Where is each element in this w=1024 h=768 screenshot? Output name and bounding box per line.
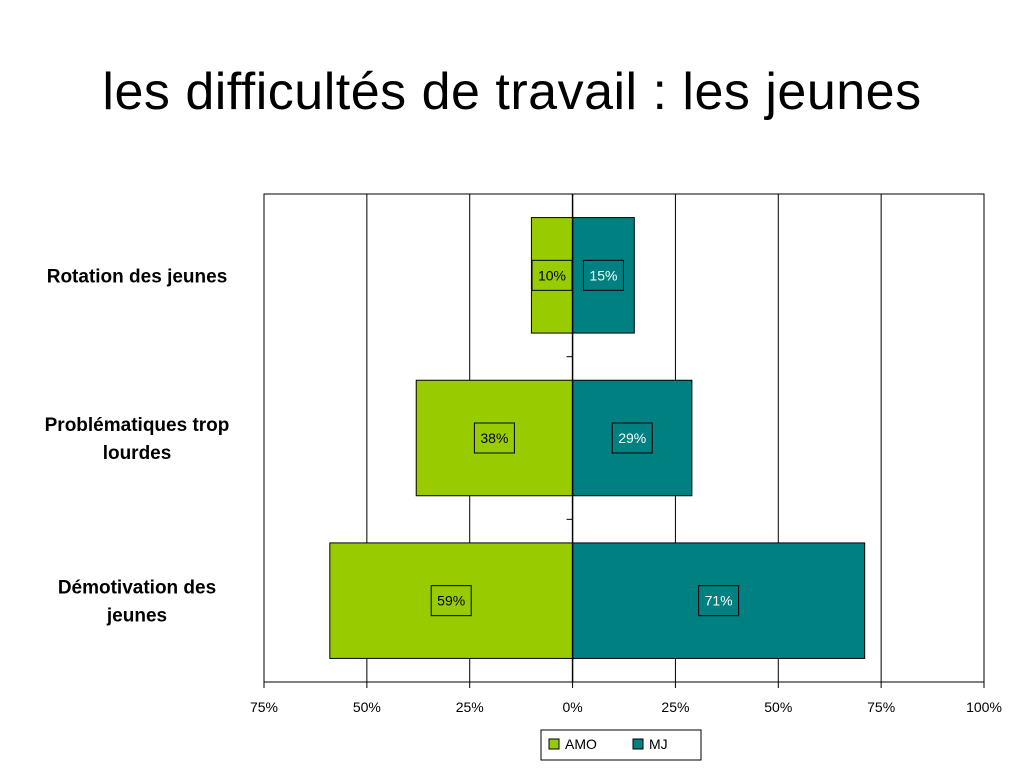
x-tick-label: 0% xyxy=(562,699,582,715)
category-label: Démotivation des jeunes xyxy=(58,578,216,627)
data-label-box xyxy=(582,259,624,291)
x-tick-label: 25% xyxy=(456,699,484,715)
data-label-box xyxy=(698,585,740,617)
legend-box xyxy=(540,729,702,761)
bar-mj xyxy=(572,542,866,659)
legend-label: MJ xyxy=(649,736,668,752)
data-label: 15% xyxy=(589,267,617,283)
tick-labels: 75% 50% 25% 0% 25% 50% 75% 100% xyxy=(250,699,1002,715)
data-label: 59% xyxy=(437,593,465,609)
data-label: 38% xyxy=(480,430,508,446)
category-label: Rotation des jeunes xyxy=(47,266,228,287)
category-labels: Rotation des jeunes Problématiques trop lo… xyxy=(45,266,230,626)
data-label: 71% xyxy=(705,593,733,609)
bar-amo xyxy=(329,542,574,659)
x-tick-label: 50% xyxy=(764,699,792,715)
legend-label: AMO xyxy=(565,736,597,752)
data-label: 29% xyxy=(618,430,646,446)
x-tick-label: 50% xyxy=(353,699,381,715)
x-tick-label: 100% xyxy=(966,699,1002,715)
legend-swatch xyxy=(632,738,644,750)
category-label: Problématiques trop lourdes xyxy=(45,415,230,464)
x-tick-label: 25% xyxy=(661,699,689,715)
bars xyxy=(329,217,866,659)
bar-amo xyxy=(530,217,574,334)
data-label: 10% xyxy=(538,267,566,283)
page-title: les difficultés de travail : les jeunes xyxy=(102,63,922,121)
legend: AMO MJ xyxy=(540,729,702,761)
legend-swatch xyxy=(548,738,560,750)
bar-amo xyxy=(415,379,574,497)
axis xyxy=(263,193,985,688)
data-label-box xyxy=(611,422,653,454)
data-label-box xyxy=(473,422,515,454)
x-tick-label: 75% xyxy=(867,699,895,715)
data-label-box xyxy=(430,585,472,617)
x-tick-label: 75% xyxy=(250,699,278,715)
